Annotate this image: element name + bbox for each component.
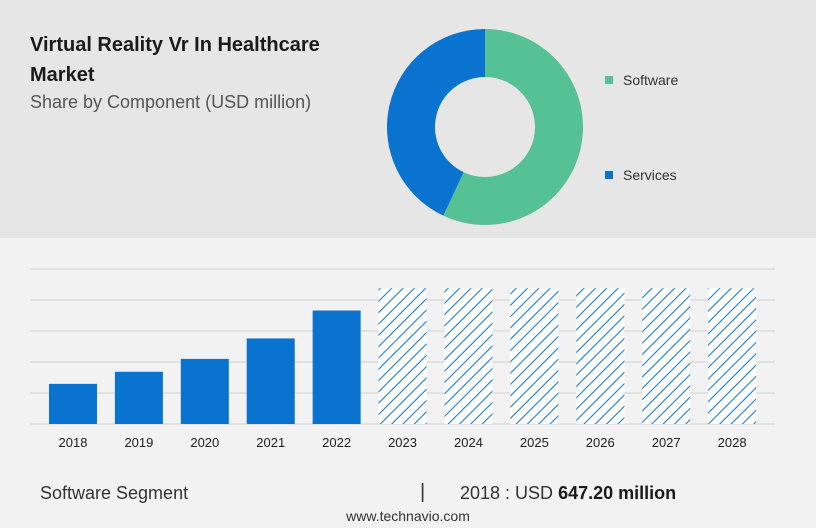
legend-swatch-software xyxy=(605,76,613,84)
chart-subtitle: Share by Component (USD million) xyxy=(30,92,312,112)
bar-2020 xyxy=(180,358,229,424)
x-tick-label-2024: 2024 xyxy=(454,435,483,450)
bar-2027 xyxy=(642,288,691,424)
bar-2021 xyxy=(246,338,295,424)
x-tick-label-2018: 2018 xyxy=(59,435,88,450)
bar-chart: 2018 2019 2020 2021 2022 2023 2024 2025 2026 2027… xyxy=(30,268,775,450)
legend-swatch-services xyxy=(605,171,613,179)
x-tick-label-2026: 2026 xyxy=(586,435,615,450)
legend-label-services: Services xyxy=(623,167,677,183)
footer-value: 647.20 million xyxy=(558,483,677,503)
donut-chart xyxy=(387,29,583,225)
donut-slice-services xyxy=(387,29,485,216)
x-tick-label-2022: 2022 xyxy=(322,435,351,450)
footer-segment: Software Segment xyxy=(40,483,189,503)
bar-2022 xyxy=(312,310,361,424)
x-tick-label-2025: 2025 xyxy=(520,435,549,450)
x-tick-label-2023: 2023 xyxy=(388,435,417,450)
bar-2028 xyxy=(708,288,757,424)
bar-2018 xyxy=(49,383,97,424)
legend-item-software: Software xyxy=(605,72,678,88)
x-tick-label-2027: 2027 xyxy=(652,435,681,450)
footer-value-line: 2018 : USD 647.20 million xyxy=(460,483,676,504)
chart-title: Virtual Reality Vr In Healthcare Market xyxy=(30,34,320,86)
footer-year-prefix: 2018 : USD xyxy=(460,483,554,503)
legend-item-services: Services xyxy=(605,167,677,183)
bar-2025 xyxy=(510,288,559,424)
bar-2023 xyxy=(378,288,427,424)
donut-slice-software xyxy=(443,29,583,225)
bar-2024 xyxy=(444,288,493,424)
x-tick-label-2028: 2028 xyxy=(718,435,747,450)
bar-2019 xyxy=(114,371,163,424)
source-link[interactable]: www.technavio.com xyxy=(346,508,470,524)
footer-separator: | xyxy=(420,481,426,503)
x-tick-label-2020: 2020 xyxy=(190,435,219,450)
x-tick-label-2019: 2019 xyxy=(124,435,153,450)
x-tick-label-2021: 2021 xyxy=(256,435,285,450)
legend-label-software: Software xyxy=(623,72,679,88)
bar-2026 xyxy=(576,288,625,424)
